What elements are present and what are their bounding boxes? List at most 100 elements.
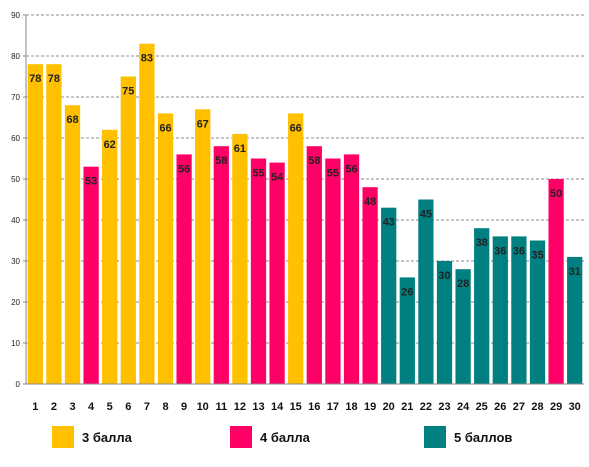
y-tick-label: 20 [11,298,20,307]
y-tick-label: 80 [11,52,20,61]
bar-value-label: 55 [327,168,339,180]
bar-value-label: 78 [48,73,60,85]
y-axis-ticks: 0 10 20 30 40 50 60 70 80 90 [11,11,26,389]
legend-label-5-ballov: 5 баллов [454,429,513,445]
x-tick-label: 4 [88,401,95,413]
y-tick-label: 0 [16,380,21,389]
bar-value-label: 45 [420,209,432,221]
x-tick-label: 17 [327,401,339,413]
bar [46,64,62,384]
bar-value-label: 36 [494,245,506,257]
x-tick-label: 28 [531,401,543,413]
bar-value-label: 53 [85,176,97,188]
y-tick-label: 40 [11,216,20,225]
x-tick-label: 24 [457,401,470,413]
x-tick-label: 23 [438,401,450,413]
grid-lines [26,14,584,344]
legend-swatch-4-balla [230,426,252,448]
bar [120,76,136,384]
bar [176,154,192,384]
bar [213,146,229,384]
x-tick-label: 5 [107,401,113,413]
legend-label-3-balla: 3 балла [82,429,132,445]
x-tick-label: 19 [364,401,376,413]
bar [492,236,508,384]
bar-value-label: 54 [271,172,284,184]
bar [381,207,397,384]
bar [529,240,546,384]
legend-item-3-balla: 3 балла [52,425,132,449]
y-tick-label: 70 [11,93,20,102]
x-tick-label: 20 [383,401,395,413]
axes [25,15,584,385]
bar [102,129,118,384]
bar-value-label: 30 [438,270,450,282]
bar [195,109,211,385]
bar-value-label: 26 [401,286,413,298]
bar [64,105,81,384]
bar-value-label: 66 [159,122,171,134]
bar [567,256,583,384]
legend-swatch-3-balla [52,426,74,448]
y-tick-label: 90 [11,11,20,20]
x-tick-label: 29 [550,401,562,413]
x-tick-label: 27 [513,401,525,413]
x-tick-label: 2 [51,401,57,413]
x-axis-ticks: 1 2 3 4 5 6 7 8 9 10 11 12 13 14 15 16 17 18 19 20 21 22 23 24 2… [32,401,581,413]
bar [250,158,267,384]
bar-value-label: 78 [29,73,41,85]
y-tick-label: 30 [11,257,20,266]
x-tick-label: 22 [420,401,432,413]
bar [362,187,378,384]
x-tick-label: 10 [197,401,209,413]
x-tick-label: 7 [144,401,150,413]
bar-value-label: 58 [215,155,227,167]
bar [325,158,341,384]
bar-value-label: 66 [290,122,302,134]
bar [232,133,248,384]
x-tick-label: 21 [401,401,413,413]
bar [288,113,304,385]
bar-value-label: 36 [513,245,525,257]
bar [139,43,155,384]
bar-value-label: 38 [476,237,488,249]
bar-value-label: 28 [457,278,469,290]
y-tick-label: 60 [11,134,20,143]
bar-value-label: 56 [345,163,357,175]
bar [399,277,415,384]
x-tick-label: 26 [494,401,506,413]
legend-item-5-ballov: 5 баллов [424,425,512,449]
bar [269,162,285,384]
bar [474,228,490,384]
bar-value-label: 58 [308,155,320,167]
legend-label-4-balla: 4 балла [260,429,310,445]
bar-value-label: 68 [66,114,78,126]
bar-value-label: 50 [550,188,562,200]
x-tick-label: 12 [234,401,246,413]
x-tick-label: 9 [181,401,187,413]
legend-swatch-5-ballov [424,426,446,448]
bar [436,261,453,384]
x-tick-label: 14 [271,401,284,413]
bar-value-label: 67 [197,118,209,130]
bar-value-label: 55 [252,168,264,180]
bar [511,236,527,384]
bar [157,113,174,385]
bar-value-label: 56 [178,163,190,175]
bar [455,269,471,384]
bar-value-label: 48 [364,196,376,208]
bar-value-label: 61 [234,143,246,155]
x-tick-label: 30 [569,401,581,413]
x-tick-label: 13 [252,401,264,413]
bar-value-label: 43 [383,217,395,229]
x-tick-label: 6 [125,401,131,413]
bar [83,166,99,384]
bar [418,199,434,384]
bar-value-label: 75 [122,86,134,98]
x-tick-label: 16 [308,401,320,413]
bar-value-label: 62 [104,139,116,151]
x-tick-label: 11 [215,401,227,413]
x-tick-label: 15 [290,401,302,413]
legend-item-4-balla: 4 балла [230,425,310,449]
y-tick-label: 10 [11,339,20,348]
